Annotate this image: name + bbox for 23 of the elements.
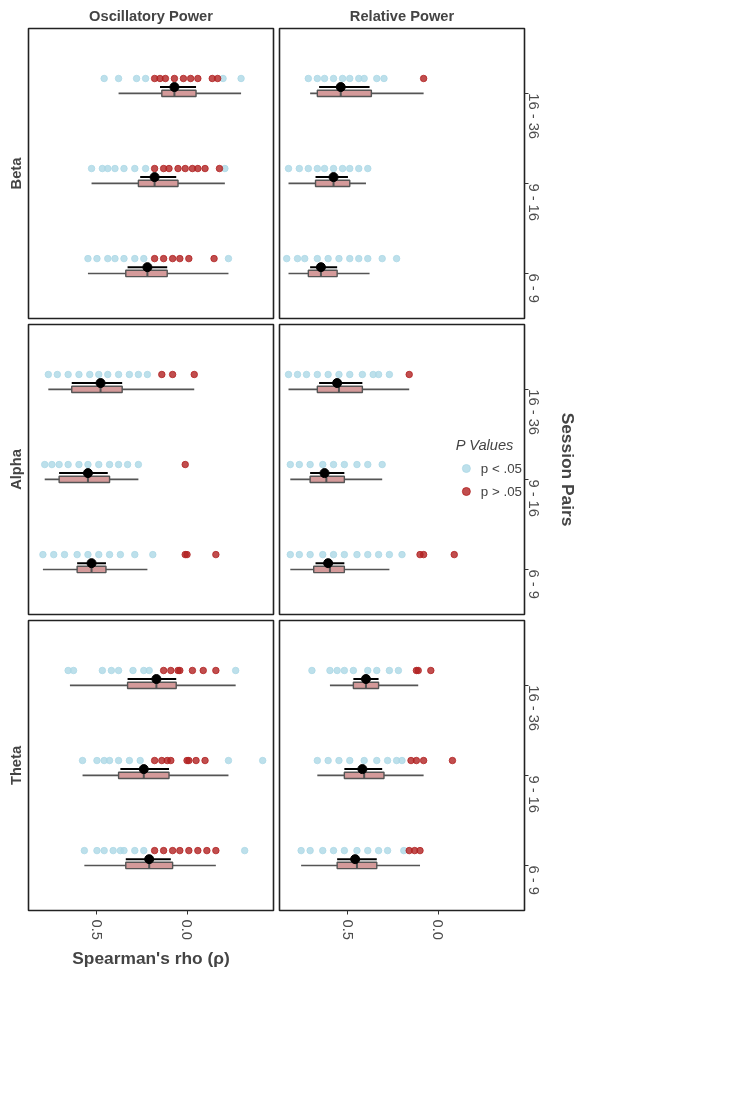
y-tick-label: 9 - 16 (525, 183, 542, 221)
y-tick-label: 6 - 9 (525, 569, 542, 599)
y-tick-label: 16 - 36 (525, 685, 542, 731)
y-tick-label: 6 - 9 (525, 273, 542, 303)
y2-axis-title: Session Pairs (557, 412, 578, 527)
y-tick-label: 9 - 16 (525, 479, 542, 517)
x-tick-label: 0.0 (430, 919, 447, 940)
x-tick-label: 0.5 (339, 919, 356, 940)
legend-label: p > .05 (480, 483, 522, 499)
y-axis-title: Theta (7, 745, 24, 786)
y-tick-label: 6 - 9 (525, 865, 542, 895)
legend-label: p < .05 (480, 460, 522, 476)
y-tick-label: 16 - 36 (525, 389, 542, 435)
x-tick-label: 0.0 (179, 919, 196, 940)
y-tick-label: 9 - 16 (525, 775, 542, 813)
y-axis-title: Beta (7, 156, 24, 190)
y-axis-title: Alpha (7, 448, 24, 490)
chart-title: Oscillatory Power (89, 7, 214, 24)
chart-title: Relative Power (349, 7, 455, 24)
x-tick-label: 0.5 (88, 919, 105, 940)
x-axis-title: Spearman's rho (ρ) (72, 947, 230, 968)
y-tick-label: 16 - 36 (525, 93, 542, 139)
legend-title: P Values (455, 437, 515, 453)
